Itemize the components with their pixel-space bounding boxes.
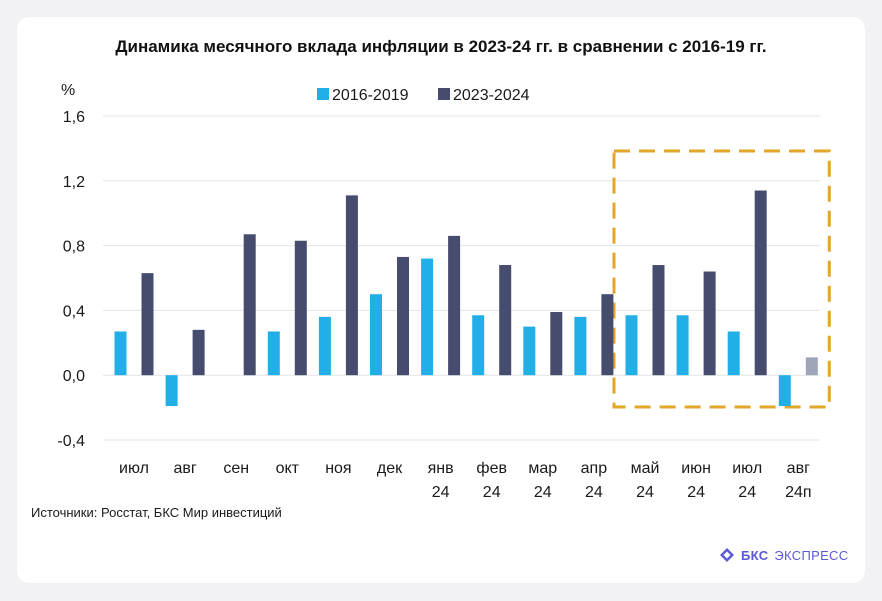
bar-2016-2019-4	[318, 316, 331, 376]
y-tick-label: 1,2	[63, 174, 85, 191]
x-tick-label: май	[631, 460, 660, 477]
x-axis-labels: июл авг сен окт ноя дек янв 24 фев 24 мар 24 апр 24 ма…	[119, 460, 811, 501]
bar-2016-2019-10	[625, 315, 638, 376]
bar-2023-2024-8	[550, 312, 563, 376]
bar-2023-2024-5	[397, 256, 409, 376]
y-tick-label: 0,0	[63, 368, 85, 385]
bar-2016-2019-13	[778, 375, 791, 406]
x-tick-label: 24п	[785, 484, 811, 501]
x-tick-label: дек	[377, 460, 403, 477]
legend-label: 2016-2019	[332, 87, 409, 104]
x-tick-label: июн	[681, 460, 711, 477]
legend-swatch	[317, 88, 329, 100]
x-tick-label: 24	[483, 484, 501, 501]
bar-2023-2024-0	[141, 273, 154, 376]
x-tick-label: авг	[787, 460, 810, 477]
source-note: Источники: Росстат, БКС Мир инвестиций	[31, 505, 282, 520]
bar-2023-2024-1	[192, 329, 205, 376]
legend-swatch	[438, 88, 450, 100]
y-tick-label: 0,4	[63, 303, 85, 320]
x-tick-label: 24	[585, 484, 603, 501]
x-tick-label: ноя	[325, 460, 351, 477]
bar-2016-2019-0	[114, 331, 127, 376]
chart-card: Динамика месячного вклада инфляции в 202…	[17, 17, 865, 583]
x-tick-label: окт	[276, 460, 300, 477]
bar-2023-2024-3	[294, 240, 307, 376]
bar-2016-2019-6	[421, 258, 434, 376]
x-tick-label: 24	[636, 484, 654, 501]
bar-2016-2019-11	[676, 315, 689, 376]
grid-lines	[103, 115, 820, 441]
bar-2016-2019-12	[727, 331, 740, 376]
bar-2016-2019-3	[267, 331, 280, 376]
x-tick-label: июл	[732, 460, 762, 477]
bar-2016-2019-1	[165, 375, 178, 406]
y-tick-label: 0,8	[63, 239, 85, 256]
bar-2023-2024-2	[243, 234, 256, 376]
x-tick-label: мар	[528, 460, 557, 477]
x-tick-label: 24	[687, 484, 705, 501]
x-tick-label: янв	[428, 460, 454, 477]
y-tick-label: -0,4	[57, 433, 85, 450]
bar-2023-2024-6	[448, 235, 461, 376]
x-tick-label: 24	[432, 484, 450, 501]
bar-2016-2019-9	[574, 316, 587, 376]
y-tick-label: 1,6	[63, 109, 85, 126]
brand-suffix: ЭКСПРЕСС	[774, 547, 849, 563]
y-axis-unit: %	[61, 82, 75, 99]
x-tick-label: фев	[476, 460, 507, 477]
x-tick-label: сен	[223, 460, 249, 477]
x-tick-label: апр	[581, 460, 608, 477]
bar-2023-2024-10	[652, 265, 665, 376]
legend: 2016-2019 2023-2024	[317, 87, 530, 104]
forecast-highlight-rect	[612, 149, 831, 409]
x-tick-label: 24	[738, 484, 756, 501]
brand-name: БКС	[741, 547, 769, 563]
bar-2023-2024-12	[754, 190, 767, 376]
bar-2023-2024-4	[345, 195, 358, 376]
chart-title: Динамика месячного вклада инфляции в 202…	[115, 37, 767, 56]
forecast-highlight-box	[612, 149, 831, 409]
bar-2023-2024-11	[703, 271, 716, 376]
x-tick-label: июл	[119, 460, 149, 477]
x-tick-label: 24	[534, 484, 552, 501]
y-axis-ticks: 1,6 1,2 0,8 0,4 0,0 -0,4	[57, 109, 85, 450]
bar-2023-2024-9	[601, 294, 614, 376]
bar-2023-2024-13	[805, 357, 818, 376]
legend-label: 2023-2024	[453, 87, 530, 104]
bar-2016-2019-5	[370, 294, 382, 376]
bars	[114, 190, 818, 406]
bar-2016-2019-8	[523, 326, 536, 376]
brand-mark-icon	[720, 548, 734, 562]
brand-logo: БКС ЭКСПРЕСС	[719, 547, 848, 563]
x-tick-label: авг	[173, 460, 196, 477]
bar-2023-2024-7	[499, 265, 512, 376]
bar-2016-2019-7	[472, 315, 485, 376]
